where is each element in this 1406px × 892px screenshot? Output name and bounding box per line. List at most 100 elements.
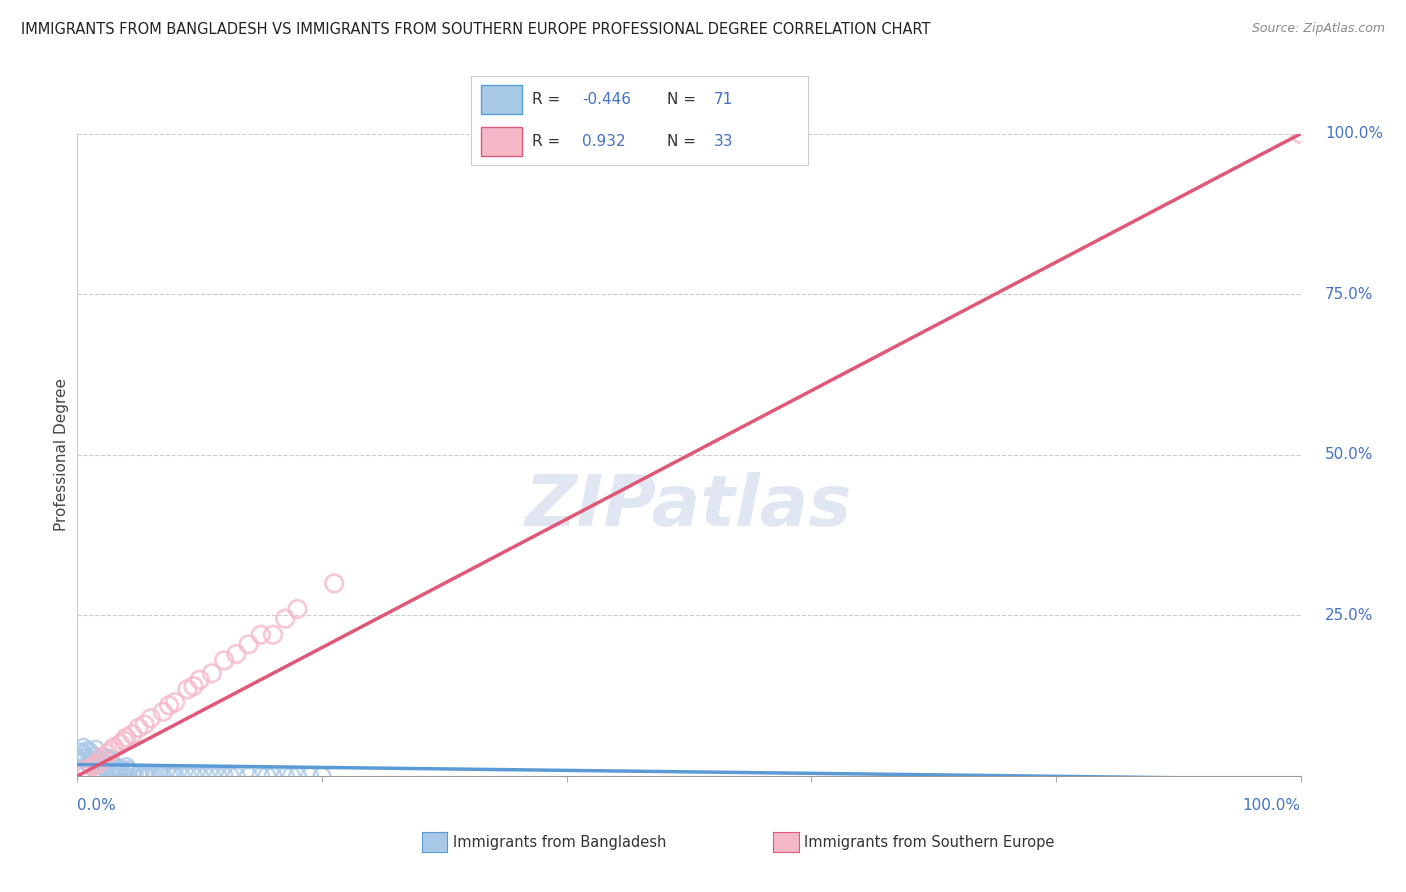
Point: [97, 747, 120, 761]
Point: [157, 698, 180, 713]
Point: [83, 755, 105, 769]
Point: [311, 769, 333, 783]
Point: [90, 749, 112, 764]
Point: [80, 759, 103, 773]
Point: [121, 727, 143, 741]
Point: [72, 764, 94, 778]
Text: 75.0%: 75.0%: [1324, 287, 1374, 301]
Point: [201, 769, 224, 783]
Point: [139, 767, 162, 781]
Point: [157, 769, 180, 783]
Point: [79, 757, 101, 772]
Point: [188, 673, 211, 687]
Point: [112, 733, 135, 747]
Point: [274, 769, 297, 783]
Text: Immigrants from Bangladesh: Immigrants from Bangladesh: [453, 836, 666, 850]
Point: [194, 769, 217, 783]
Point: [100, 763, 122, 777]
Point: [188, 769, 211, 783]
Point: [176, 682, 198, 697]
Text: 100.0%: 100.0%: [1243, 798, 1301, 814]
Point: [201, 666, 224, 681]
Point: [212, 653, 235, 667]
Point: [280, 769, 302, 783]
Point: [84, 742, 107, 756]
Point: [225, 769, 247, 783]
Bar: [481, 127, 522, 156]
Point: [152, 768, 174, 782]
Point: [238, 769, 260, 783]
Point: [112, 767, 135, 781]
Point: [80, 759, 103, 773]
Text: -0.446: -0.446: [582, 92, 631, 107]
Point: [127, 721, 149, 735]
Text: 71: 71: [714, 92, 733, 107]
Text: 100.0%: 100.0%: [1324, 127, 1384, 141]
Point: [82, 748, 104, 763]
Point: [1289, 127, 1312, 141]
Point: [323, 576, 346, 591]
Point: [127, 767, 149, 781]
Text: Immigrants from Southern Europe: Immigrants from Southern Europe: [804, 836, 1054, 850]
Point: [139, 711, 162, 725]
Point: [93, 749, 115, 764]
Point: [250, 769, 273, 783]
Point: [225, 647, 247, 661]
Point: [162, 769, 184, 783]
Point: [287, 602, 309, 616]
Point: [115, 731, 138, 745]
Point: [108, 764, 131, 778]
Point: [103, 740, 125, 755]
Point: [108, 761, 131, 775]
Point: [165, 695, 187, 709]
Point: [127, 768, 149, 782]
Point: [79, 745, 101, 759]
Point: [84, 755, 107, 769]
Point: [118, 763, 141, 777]
Text: R =: R =: [531, 92, 565, 107]
Point: [98, 753, 121, 767]
Point: [115, 759, 138, 773]
Text: IMMIGRANTS FROM BANGLADESH VS IMMIGRANTS FROM SOUTHERN EUROPE PROFESSIONAL DEGRE: IMMIGRANTS FROM BANGLADESH VS IMMIGRANTS…: [21, 22, 931, 37]
Point: [207, 769, 229, 783]
Point: [69, 753, 91, 767]
Point: [86, 757, 108, 772]
Point: [70, 765, 93, 780]
Point: [115, 764, 138, 778]
Point: [176, 769, 198, 783]
Point: [76, 763, 98, 777]
Point: [129, 765, 152, 780]
Point: [121, 765, 143, 780]
Text: R =: R =: [531, 134, 565, 149]
Point: [100, 743, 122, 757]
Point: [262, 769, 284, 783]
Point: [170, 769, 193, 783]
Point: [70, 745, 93, 759]
Point: [97, 751, 120, 765]
Text: Source: ZipAtlas.com: Source: ZipAtlas.com: [1251, 22, 1385, 36]
Point: [91, 756, 114, 771]
Point: [287, 769, 309, 783]
Point: [183, 769, 205, 783]
Point: [75, 751, 97, 765]
Point: [298, 769, 321, 783]
Text: 50.0%: 50.0%: [1324, 448, 1374, 462]
Point: [73, 749, 96, 764]
Text: ZIPatlas: ZIPatlas: [526, 472, 852, 541]
Point: [250, 628, 273, 642]
Bar: [481, 85, 522, 114]
Text: N =: N =: [666, 134, 700, 149]
Point: [149, 769, 172, 783]
Point: [96, 761, 118, 775]
Text: N =: N =: [666, 92, 700, 107]
Point: [103, 761, 125, 775]
Point: [72, 740, 94, 755]
Text: 33: 33: [714, 134, 734, 149]
Point: [152, 705, 174, 719]
Point: [70, 747, 93, 761]
Point: [121, 765, 143, 780]
Point: [134, 717, 156, 731]
Point: [262, 628, 284, 642]
Point: [136, 768, 159, 782]
Point: [274, 612, 297, 626]
